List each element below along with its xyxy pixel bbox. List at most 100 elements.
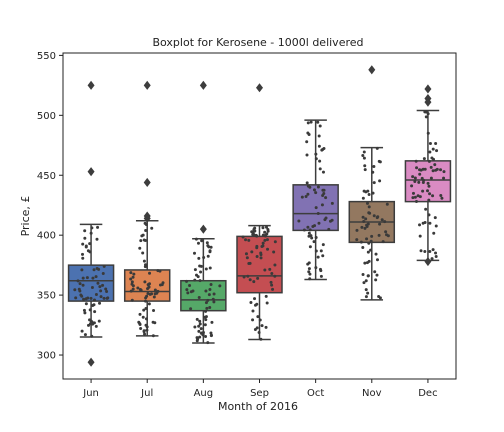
swarm-dot xyxy=(138,312,142,316)
swarm-dot xyxy=(367,241,371,245)
swarm-dot xyxy=(155,291,159,295)
swarm-dot xyxy=(197,324,201,328)
x-tick-label: Jun xyxy=(82,388,99,399)
box-iqr xyxy=(67,264,115,302)
swarm-dot xyxy=(272,250,276,254)
swarm-dot xyxy=(318,124,322,128)
swarm-dot xyxy=(314,206,318,210)
swarm-dot xyxy=(206,341,210,345)
swarm-dot xyxy=(319,274,323,278)
swarm-dot xyxy=(138,322,142,326)
swarm-dot xyxy=(147,285,151,289)
swarm-dot xyxy=(426,112,430,116)
swarm-dot xyxy=(312,240,316,244)
swarm-dot xyxy=(314,266,318,270)
swarm-dot xyxy=(92,298,96,302)
swarm-dot xyxy=(314,249,318,253)
swarm-dot xyxy=(273,263,277,267)
swarm-dot xyxy=(198,264,202,268)
outlier-marker xyxy=(143,177,151,187)
swarm-dot xyxy=(88,250,92,254)
swarm-dot xyxy=(141,251,145,255)
swarm-dot xyxy=(416,194,420,198)
swarm-dot xyxy=(426,181,430,185)
outlier-marker xyxy=(87,80,95,90)
swarm-dot xyxy=(355,228,359,232)
swarm-dot xyxy=(330,201,334,205)
swarm-dot xyxy=(147,302,151,306)
swarm-dot xyxy=(431,248,435,252)
swarm-dot xyxy=(261,233,265,237)
swarm-dot xyxy=(74,296,78,300)
swarm-dot xyxy=(193,268,197,272)
swarm-dot xyxy=(82,308,86,312)
swarm-dot xyxy=(260,245,264,249)
swarm-dot xyxy=(260,324,264,328)
swarm-dot xyxy=(314,235,318,239)
swarm-dot xyxy=(411,196,415,200)
y-tick-label: 350 xyxy=(37,291,56,302)
swarm-dot xyxy=(270,283,274,287)
swarm-dot xyxy=(439,168,443,172)
swarm-dot xyxy=(81,252,85,256)
swarm-dot xyxy=(204,289,208,293)
swarm-dot xyxy=(97,319,101,323)
swarm-dot xyxy=(361,272,365,276)
swarm-dot xyxy=(77,287,81,291)
swarm-dot xyxy=(363,164,367,168)
x-tick-label: Dec xyxy=(418,388,437,399)
swarm-dot xyxy=(321,193,325,197)
swarm-dot xyxy=(314,157,318,161)
swarm-dot xyxy=(142,259,146,263)
swarm-dot xyxy=(93,310,97,314)
swarm-dot xyxy=(266,229,270,233)
swarm-dot xyxy=(132,272,136,276)
swarm-dot xyxy=(193,278,197,282)
swarm-dot xyxy=(268,267,272,271)
swarm-dot xyxy=(207,245,211,249)
swarm-dot xyxy=(422,178,426,182)
swarm-dot xyxy=(212,292,216,296)
swarm-dot xyxy=(244,238,248,242)
swarm-dot xyxy=(370,234,374,238)
swarm-dot xyxy=(367,211,371,215)
swarm-dot xyxy=(98,301,102,305)
swarm-dot xyxy=(411,191,415,195)
swarm-dot xyxy=(377,159,381,163)
swarm-dot xyxy=(429,176,433,180)
swarm-dot xyxy=(440,196,444,200)
swarm-dot xyxy=(363,226,367,230)
swarm-dot xyxy=(196,241,200,245)
swarm-points xyxy=(73,225,110,338)
swarm-dot xyxy=(200,239,204,243)
swarm-dot xyxy=(363,168,367,172)
swarm-dot xyxy=(365,201,369,205)
swarm-dot xyxy=(434,255,438,259)
outlier-marker xyxy=(199,80,207,90)
swarm-dot xyxy=(256,276,260,280)
swarm-dot xyxy=(259,253,263,257)
swarm-dot xyxy=(129,271,133,275)
swarm-dot xyxy=(251,318,255,322)
swarm-dot xyxy=(212,300,216,304)
swarm-dot xyxy=(247,262,251,266)
swarm-dot xyxy=(310,236,314,240)
swarm-dot xyxy=(307,231,311,235)
swarm-dot xyxy=(139,327,143,331)
swarm-points xyxy=(241,225,277,341)
swarm-dot xyxy=(413,195,417,199)
swarm-dot xyxy=(208,249,212,253)
swarm-dot xyxy=(204,309,208,313)
swarm-dot xyxy=(185,288,189,292)
swarm-dot xyxy=(313,224,317,228)
swarm-dot xyxy=(255,302,259,306)
swarm-dot xyxy=(152,295,156,299)
box-group-nov xyxy=(348,65,396,301)
outlier-marker xyxy=(424,84,432,94)
swarm-dot xyxy=(83,333,87,337)
swarm-dot xyxy=(199,270,203,274)
outlier-marker xyxy=(87,167,95,177)
swarm-dot xyxy=(363,261,367,265)
swarm-dot xyxy=(366,274,370,278)
swarm-dot xyxy=(210,320,214,324)
